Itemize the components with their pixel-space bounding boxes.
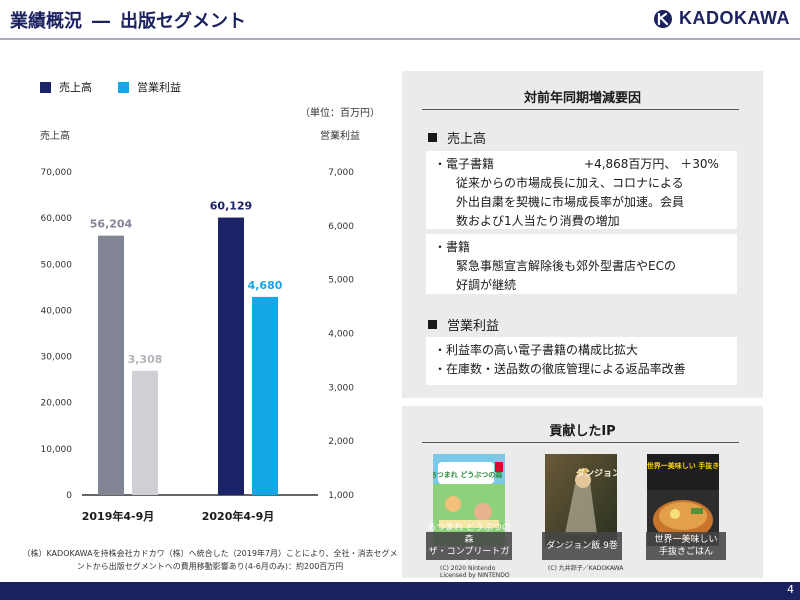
ip-caption-1-line-1: あつまれ どうぶつの森 — [427, 523, 511, 545]
right-tick-label: 3,000 — [328, 383, 354, 393]
right-tick-label: 7,000 — [328, 168, 354, 178]
ip-credit-1-line-2: Licensed by NINTENDO — [440, 572, 510, 579]
profit-heading: 営業利益 — [428, 315, 499, 334]
right-tick-label: 5,000 — [328, 276, 354, 286]
ip-caption-3-line-2: 手抜きごはん — [658, 547, 713, 557]
right-axis-title: 営業利益 — [320, 131, 360, 142]
ip-divider — [422, 442, 739, 443]
kadokawa-mark-icon — [654, 9, 672, 28]
sales-profit-chart: 0 10,000 20,000 30,000 40,000 50,000 60,000 70,… — [41, 168, 355, 523]
cover-tenuki-gohan-art: 世界一美味しい 手抜き — [647, 454, 719, 546]
right-tick-label: 2,000 — [328, 437, 354, 447]
ip-credit-1-line-1: (C) 2020 Nintendo — [440, 565, 496, 572]
kadokawa-logo: KADOKAWA — [653, 8, 790, 29]
ebook-value: +4,868百万円、 ＋30% — [584, 157, 719, 171]
profit-item-1: ・利益率の高い電子書籍の構成比拡大 — [434, 343, 639, 357]
data-label: 60,129 — [210, 200, 252, 213]
page-title: 業績概況 ― 出版セグメント — [10, 7, 246, 33]
ebook-row: ・電子書籍 +4,868百万円、 ＋30% — [434, 155, 729, 174]
ebook-line-1: 従来からの市場成長に加え、コロナによる — [456, 176, 684, 190]
ip-panel: 貢献したIP あつまれ どうぶつの森 あつまれ どうぶつの森 ザ・コンプリートガ… — [402, 406, 763, 579]
books-line-1: 緊急事態宣言解除後も郊外型書店やECの — [456, 259, 676, 273]
right-tick-label: 6,000 — [328, 222, 354, 232]
ip-credit-1: (C) 2020 Nintendo Licensed by NINTENDO — [440, 565, 510, 579]
square-bullet-icon — [428, 133, 437, 142]
right-tick-label: 1,000 — [328, 491, 354, 501]
ip-credit-2-line-1: (C) 九井諒子／KADOKAWA — [548, 565, 624, 572]
factors-title: 対前年同期増減要因 — [523, 91, 641, 106]
cover-animal-crossing-art: あつまれ どうぶつの森 — [433, 454, 505, 546]
page-number: 4 — [787, 583, 794, 596]
legend-label-profit: 営業利益 — [137, 81, 181, 94]
header-divider — [0, 38, 800, 40]
left-tick-label: 0 — [66, 491, 72, 501]
bar-profit — [252, 296, 278, 495]
chart-legend: 売上高 営業利益 — [40, 79, 181, 95]
books-box: ・書籍 緊急事態宣言解除後も郊外型書店やECの 好調が継続 — [426, 234, 737, 294]
footnote: （株）KADOKAWAを持株会社カドカワ（株）へ統合した（2019年7月）ことに… — [22, 549, 398, 571]
profit-box: ・利益率の高い電子書籍の構成比拡大 ・在庫数・送品数の徹底管理による返品率改善 — [426, 337, 737, 385]
data-label: 4,680 — [248, 279, 283, 292]
category-label: 2019年4-9月 — [82, 509, 155, 523]
cover-animal-crossing: あつまれ どうぶつの森 — [433, 454, 505, 546]
left-tick-label: 40,000 — [41, 306, 73, 316]
square-bullet-icon — [428, 320, 437, 329]
left-tick-label: 10,000 — [41, 445, 73, 455]
bar-sales — [218, 217, 244, 495]
cover-3-text: 世界一美味しい 手抜き — [647, 461, 719, 470]
left-tick-label: 30,000 — [41, 353, 73, 363]
data-label: 3,308 — [128, 353, 163, 366]
ebook-line-2: 外出自粛を契機に市場成長率が加速。会員 — [456, 195, 685, 209]
ip-caption-1-line-2: ザ・コンプリートガイド — [428, 547, 510, 569]
title-dash: ― — [92, 11, 110, 32]
cover-tenuki-gohan: 世界一美味しい 手抜き — [647, 454, 719, 546]
ebook-box: ・電子書籍 +4,868百万円、 ＋30% 従来からの市場成長に加え、コロナによる… — [426, 151, 737, 229]
cover-1-text: あつまれ どうぶつの森 — [433, 470, 503, 479]
category-label: 2020年4-9月 — [202, 509, 275, 523]
ebook-line-3: 数および1人当たり消費の増加 — [456, 214, 620, 228]
ip-caption-1: あつまれ どうぶつの森 ザ・コンプリートガイド — [426, 523, 512, 569]
ip-caption-3: 世界一美味しい 手抜きごはん — [646, 532, 726, 560]
books-line-2: 好調が継続 — [456, 278, 517, 292]
unit-label: （単位：百万円） — [300, 108, 380, 119]
factors-panel: 対前年同期増減要因 売上高 ・電子書籍 +4,868百万円、 ＋30% 従来からの… — [402, 71, 763, 398]
ip-credit-2: (C) 九井諒子／KADOKAWA — [548, 565, 623, 572]
ip-caption-2-line-1: ダンジョン飯 9巻 — [546, 541, 618, 551]
legend-swatch-sales — [40, 81, 51, 93]
bar-profit — [132, 370, 158, 495]
profit-item-2: ・在庫数・送品数の徹底管理による返品率改善 — [434, 362, 686, 376]
ip-caption-3-line-1: 世界一美味しい — [654, 535, 718, 545]
legend-swatch-profit — [118, 81, 129, 93]
left-tick-label: 50,000 — [41, 260, 73, 270]
logo-text: KADOKAWA — [679, 8, 790, 28]
profit-heading-text: 営業利益 — [447, 319, 500, 334]
sales-heading-text: 売上高 — [447, 132, 487, 147]
legend-label-sales: 売上高 — [59, 81, 92, 94]
factors-divider — [422, 109, 739, 110]
left-axis-title: 売上高 — [40, 131, 70, 142]
left-tick-label: 70,000 — [41, 168, 73, 178]
books-label: ・書籍 — [434, 240, 471, 254]
right-tick-label: 4,000 — [328, 330, 354, 340]
left-tick-label: 20,000 — [41, 399, 73, 409]
bar-sales — [98, 235, 124, 495]
footer-bar — [0, 582, 800, 600]
ebook-label: ・電子書籍 — [434, 157, 495, 171]
data-label: 56,204 — [90, 218, 133, 231]
ip-caption-2: ダンジョン飯 9巻 — [542, 532, 622, 560]
cover-dungeon-meshi-art: ダンジョン飯 — [545, 454, 617, 546]
left-tick-label: 60,000 — [41, 214, 73, 224]
legend-item-profit: 営業利益 — [118, 79, 181, 95]
page-title-sub: 出版セグメント — [120, 11, 246, 32]
legend-item-sales: 売上高 — [40, 79, 92, 95]
cover-2-text: ダンジョン飯 — [576, 467, 617, 479]
sales-heading: 売上高 — [428, 128, 486, 147]
cover-dungeon-meshi: ダンジョン飯 — [545, 454, 617, 546]
ip-title: 貢献したIP — [549, 424, 616, 439]
page-title-main: 業績概況 — [10, 11, 82, 32]
